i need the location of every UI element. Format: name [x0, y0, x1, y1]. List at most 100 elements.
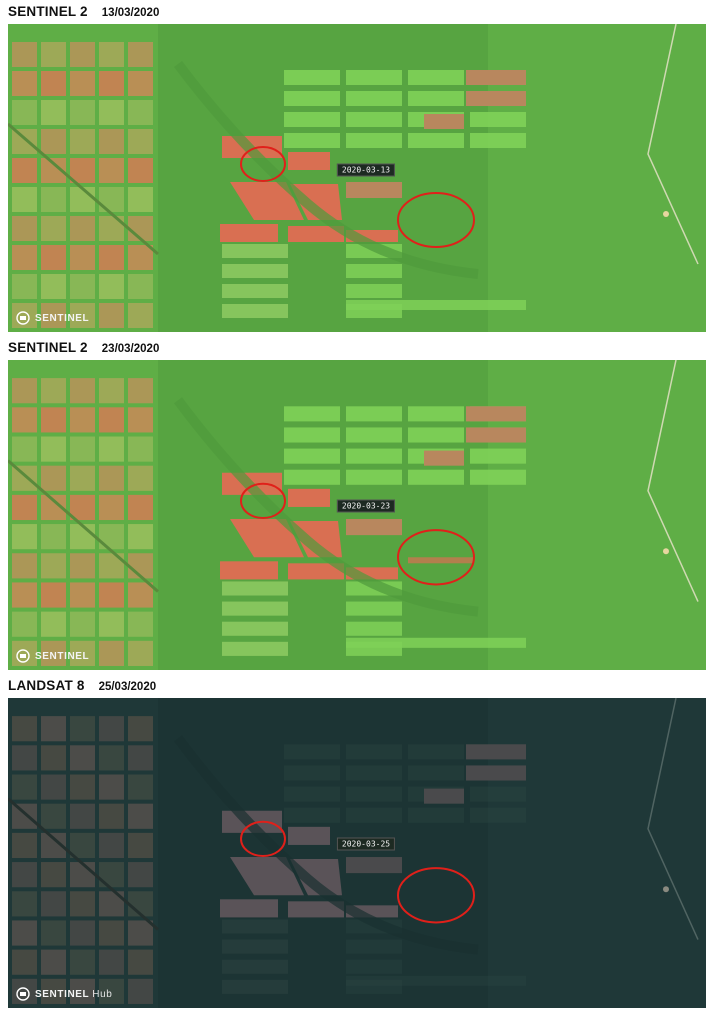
- crop-field: [346, 448, 402, 464]
- farm-field: [12, 832, 37, 859]
- logo-text: SENTINEL: [35, 650, 90, 662]
- crop-field: [346, 637, 526, 648]
- farm-field: [12, 407, 37, 433]
- farm-field: [99, 803, 124, 829]
- farm-field: [12, 920, 37, 946]
- farm-field: [128, 862, 153, 888]
- farm-field: [128, 436, 153, 462]
- road-line: [647, 24, 699, 265]
- crop-field: [470, 133, 526, 148]
- farm-field: [128, 978, 153, 1004]
- acquisition-date: 13/03/2020: [101, 7, 160, 19]
- farm-field: [99, 920, 124, 946]
- farm-field: [12, 949, 37, 975]
- farm-field: [70, 582, 95, 608]
- river-channel: [174, 397, 479, 617]
- farm-field: [12, 524, 37, 550]
- burned-field: [230, 857, 304, 896]
- farm-field: [70, 640, 95, 666]
- farm-field: [41, 640, 66, 666]
- crop-field: [284, 744, 340, 760]
- farm-field: [99, 245, 124, 270]
- farm-field: [128, 640, 153, 666]
- farm-field: [70, 100, 95, 125]
- crop-field: [466, 765, 526, 781]
- farm-field: [41, 407, 66, 433]
- farm-field: [128, 245, 153, 270]
- satellite-imagery: [8, 698, 706, 1008]
- farm-field: [70, 745, 95, 771]
- sentinel-logo: SENTINEL: [16, 311, 92, 325]
- road-line: [647, 360, 699, 602]
- farm-field: [128, 716, 153, 742]
- crop-field: [284, 133, 340, 148]
- burned-field: [288, 826, 330, 845]
- crop-field: [222, 284, 288, 298]
- farm-field: [128, 494, 153, 521]
- farm-field: [12, 891, 37, 917]
- farm-field: [128, 745, 153, 771]
- farm-field: [12, 745, 37, 771]
- farm-field: [70, 978, 95, 1004]
- farm-field: [99, 100, 124, 125]
- satellite-image-panel-3: 2020-03-25 SENTINEL Hub: [8, 698, 706, 1008]
- farm-field: [99, 832, 124, 859]
- crop-field: [346, 182, 402, 198]
- farm-field: [70, 611, 95, 637]
- farm-field: [41, 611, 66, 637]
- farm-field: [12, 245, 37, 270]
- farm-field: [128, 803, 153, 829]
- crop-field: [284, 807, 340, 823]
- farm-field: [128, 465, 153, 491]
- farm-field: [12, 494, 37, 521]
- crop-field: [346, 744, 402, 760]
- crop-field: [222, 581, 288, 596]
- settlement: [663, 211, 669, 217]
- crop-field: [346, 979, 402, 994]
- farm-field: [41, 378, 66, 404]
- farm-field: [99, 582, 124, 608]
- farm-field: [12, 158, 37, 183]
- crop-field: [222, 304, 288, 318]
- farm-field: [128, 611, 153, 637]
- farm-field: [99, 524, 124, 550]
- diagonal-road: [8, 797, 159, 931]
- farm-field: [70, 436, 95, 462]
- farm-field: [128, 891, 153, 917]
- farm-field: [128, 303, 153, 328]
- farm-field: [41, 862, 66, 888]
- image-date-stamp: 2020-03-13: [336, 163, 396, 177]
- satellite-icon: [16, 649, 30, 663]
- farm-field: [41, 216, 66, 241]
- crop-field: [424, 788, 464, 804]
- farm-field: [70, 274, 95, 299]
- farm-field: [70, 832, 95, 859]
- burned-field: [288, 563, 344, 580]
- crop-field: [424, 114, 464, 129]
- farm-field: [12, 465, 37, 491]
- farm-field: [41, 978, 66, 1004]
- crop-field: [284, 427, 340, 443]
- farm-field: [128, 274, 153, 299]
- crop-field: [346, 939, 402, 954]
- crop-field: [408, 744, 464, 760]
- farm-field: [41, 745, 66, 771]
- farm-field: [128, 216, 153, 241]
- farm-field: [12, 716, 37, 742]
- crop-field: [222, 264, 288, 278]
- farm-field: [99, 774, 124, 800]
- farm-field: [70, 303, 95, 328]
- farm-field: [70, 71, 95, 96]
- crop-field: [346, 786, 402, 802]
- farm-field: [41, 949, 66, 975]
- highlight-circle: [397, 192, 475, 248]
- burned-field: [220, 899, 278, 918]
- crop-field: [466, 70, 526, 85]
- crop-field: [408, 765, 464, 781]
- sensor-label: SENTINEL 2: [8, 4, 88, 19]
- burned-field: [220, 224, 278, 242]
- farm-field: [99, 611, 124, 637]
- farm-field: [99, 640, 124, 666]
- crop-field: [284, 91, 340, 106]
- farm-field: [70, 553, 95, 579]
